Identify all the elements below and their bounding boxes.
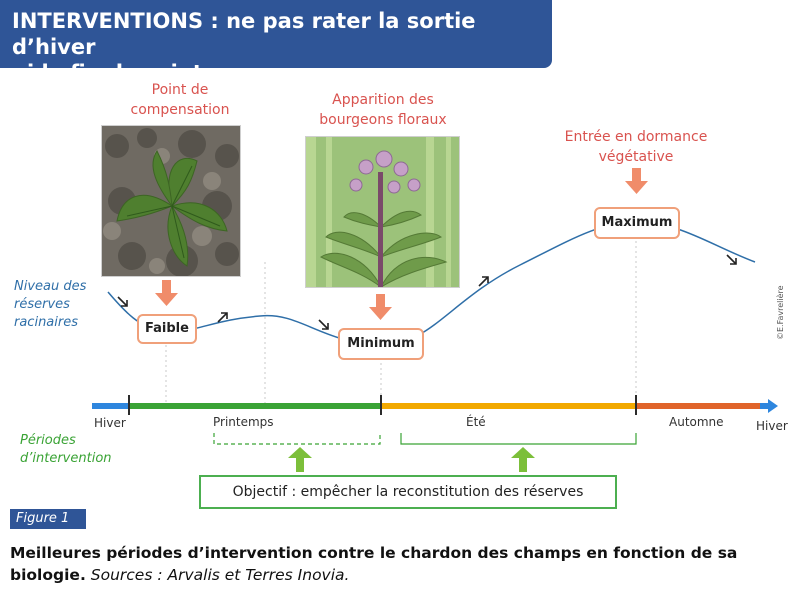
label-line: Point de	[151, 82, 209, 98]
timeline-summer	[381, 403, 636, 409]
label-line: d’intervention	[20, 451, 112, 466]
label-line: Périodes	[20, 433, 76, 448]
label-line: bourgeons floraux	[319, 112, 447, 128]
label-line: Apparition des	[332, 92, 434, 108]
title-line-2: ni la fin du printemps	[12, 61, 267, 85]
label-line: Niveau des	[14, 279, 87, 294]
figure-tag: Figure 1	[10, 509, 86, 529]
photo-credit: ©E.Favrelière	[776, 285, 785, 340]
reserves-axis-label: Niveau des réserves racinaires	[14, 278, 86, 332]
label-line: Entrée en dormance	[564, 129, 708, 145]
label-line: racinaires	[14, 315, 79, 330]
season-ete: Été	[466, 415, 486, 429]
timeline-winter	[92, 403, 129, 409]
season-automne: Automne	[669, 415, 724, 429]
label-dormance: Entrée en dormance végétative	[546, 127, 726, 167]
photo-thistle	[305, 136, 460, 288]
page-title: INTERVENTIONS : ne pas rater la sortie d…	[12, 8, 542, 86]
level-minimum: Minimum	[338, 328, 424, 360]
title-line-1: INTERVENTIONS : ne pas rater la sortie d…	[12, 9, 476, 59]
season-hiver-end: Hiver	[756, 419, 788, 433]
timeline-autumn	[636, 403, 760, 409]
label-point-compensation: Point de compensation	[105, 80, 255, 120]
label-line: compensation	[130, 102, 230, 118]
figure-caption: Meilleures périodes d’intervention contr…	[10, 542, 790, 586]
objective-box: Objectif : empêcher la reconstitution de…	[199, 475, 617, 509]
periods-axis-label: Périodes d’intervention	[20, 432, 112, 468]
label-line: réserves	[14, 297, 70, 312]
season-hiver-start: Hiver	[94, 416, 126, 430]
timeline-spring	[129, 403, 381, 409]
label-bourgeons-floraux: Apparition des bourgeons floraux	[298, 90, 468, 130]
season-printemps: Printemps	[213, 415, 274, 429]
photo-rosette	[101, 125, 241, 277]
level-maximum: Maximum	[594, 207, 680, 239]
caption-title: Meilleures périodes d’intervention contr…	[10, 544, 738, 584]
caption-sources: Sources : Arvalis et Terres Inovia.	[90, 566, 350, 584]
intervention-brackets	[213, 433, 637, 472]
level-faible: Faible	[137, 314, 197, 344]
timeline-arrow-icon	[760, 399, 778, 413]
title-banner: INTERVENTIONS : ne pas rater la sortie d…	[0, 0, 552, 85]
label-line: végétative	[598, 149, 674, 165]
